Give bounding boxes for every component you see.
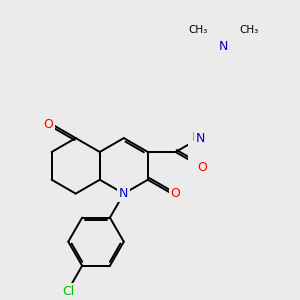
Text: O: O xyxy=(170,187,180,200)
Text: O: O xyxy=(197,161,207,174)
Text: CH₃: CH₃ xyxy=(189,26,208,35)
Text: N: N xyxy=(219,40,228,53)
Text: O: O xyxy=(44,118,53,131)
Text: CH₃: CH₃ xyxy=(239,26,259,35)
Text: Cl: Cl xyxy=(62,285,74,298)
Text: N: N xyxy=(119,187,128,200)
Text: H: H xyxy=(192,131,200,144)
Text: N: N xyxy=(196,132,205,145)
